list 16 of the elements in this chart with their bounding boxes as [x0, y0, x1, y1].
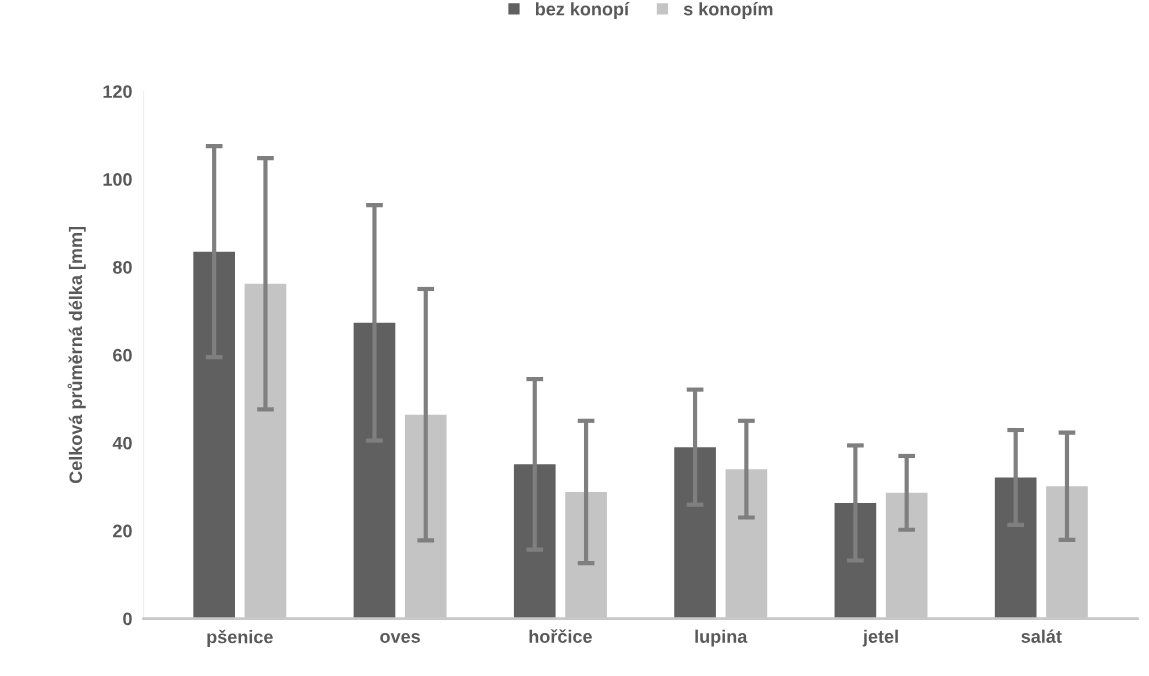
y-tick-label: 100: [103, 173, 132, 186]
x-tick-label: salát: [1021, 629, 1062, 643]
y-tick-label: 0: [123, 612, 132, 626]
x-tick-label: pšenice: [207, 629, 273, 647]
legend-label: bez konopí: [535, 2, 630, 20]
y-tick-label: 20: [113, 524, 132, 538]
y-tick-label: 60: [113, 348, 132, 362]
legend-label: s konopím: [683, 2, 773, 20]
x-tick-label: lupina: [695, 629, 748, 647]
y-tick-label: 120: [103, 85, 132, 98]
x-tick-label: jetel: [862, 629, 898, 647]
y-tick-label: 80: [113, 260, 132, 274]
y-tick-label: 40: [112, 436, 132, 450]
y-axis-title: Celková průměrná délka [mm]: [67, 226, 86, 484]
x-tick-label: hořčice: [529, 629, 592, 643]
x-tick-label: oves: [380, 633, 420, 643]
